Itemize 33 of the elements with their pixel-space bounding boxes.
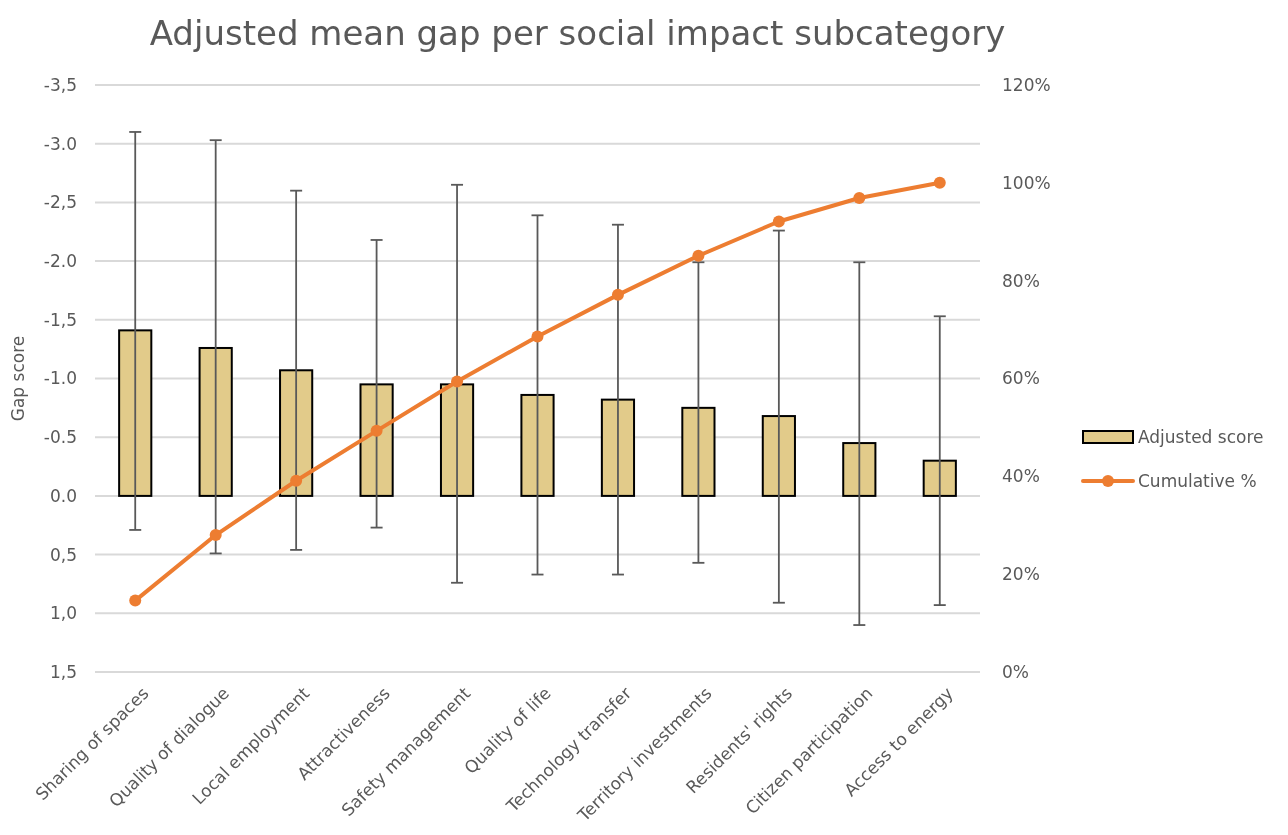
point [692,249,705,262]
y2-tick-label: 80% [1002,270,1040,291]
y-tick-label: 1,0 [49,603,77,624]
point [611,288,624,301]
y-tick-label: 1,5 [49,661,77,682]
y2-tick-label: 100% [1002,172,1051,193]
point [853,192,866,204]
y-tick-label: -1,5 [43,309,77,330]
y-axis-title: Gap score [8,335,28,422]
y-tick-label: 0,5 [49,544,77,565]
legend-label: Cumulative % [1138,470,1257,491]
y2-tick-label: 60% [1002,368,1040,389]
point [129,594,142,607]
chart-title: Adjusted mean gap per social impact subcategory [149,13,1006,53]
y2-tick-label: 120% [1002,74,1051,95]
point [290,474,303,487]
y-tick-label: -1.0 [43,368,77,389]
y-tick-label: -3,5 [43,74,77,95]
point [531,330,544,343]
point [209,529,222,542]
y-tick-label: -2.0 [43,251,77,272]
legend-label: Adjusted score [1138,426,1264,447]
point [772,215,785,228]
y-tick-label: -2,5 [43,192,77,213]
y-tick-label: 0.0 [49,485,77,506]
y2-tick-label: 40% [1002,466,1040,487]
y2-tick-label: 20% [1002,564,1040,585]
y2-tick-label: 0% [1002,661,1029,682]
point [933,176,946,189]
y-tick-label: -3.0 [43,133,77,154]
y-tick-label: -0.5 [43,427,77,448]
point [370,424,383,437]
point [451,375,464,388]
